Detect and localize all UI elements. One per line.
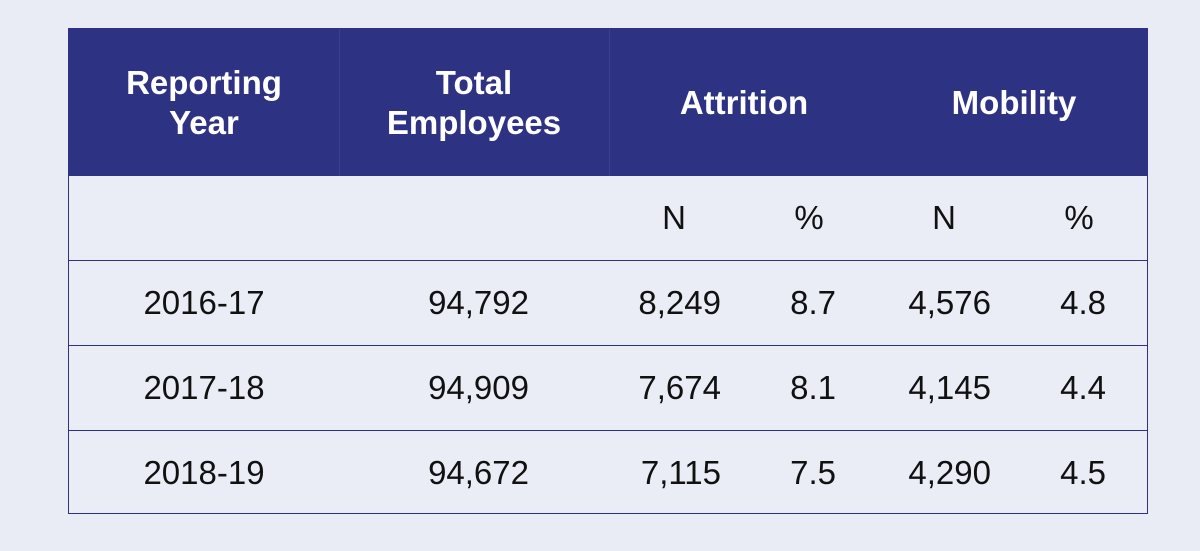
cell-attrition-n: 8,249: [638, 284, 721, 321]
subheader-attrition-n: N: [662, 199, 686, 236]
header-total-employees: Total Employees: [339, 29, 609, 176]
cell-mobility-pct: 4.4: [1060, 369, 1106, 406]
cell-attrition-n: 7,674: [638, 369, 721, 406]
cell-year: 2016-17: [143, 284, 265, 321]
table-row: 2017-18 94,909 7,674 8.1 4,145 4.4: [69, 345, 1147, 430]
table-header: Reporting Year Total Employees Attrition…: [69, 29, 1147, 176]
cell-year: 2018-19: [143, 453, 265, 491]
cell-mobility-n: 4,576: [908, 284, 991, 321]
header-mobility-label: Mobility: [951, 83, 1077, 121]
header-mobility: Mobility: [879, 29, 1149, 176]
cell-mobility-pct: 4.8: [1060, 284, 1106, 321]
cell-mobility-n: 4,290: [908, 453, 991, 491]
cell-total: 94,909: [428, 369, 529, 406]
header-reporting-year-line1: Reporting: [126, 63, 282, 101]
cell-attrition-pct: 8.1: [790, 369, 836, 406]
header-total-employees-line1: Total: [435, 63, 513, 101]
cell-year: 2017-18: [143, 369, 265, 406]
table-row: 2018-19 94,672 7,115 7.5 4,290 4.5: [69, 430, 1147, 514]
data-table: Reporting Year Total Employees Attrition…: [68, 28, 1148, 514]
header-total-employees-line2: Employees: [386, 103, 562, 141]
header-divider: [609, 29, 610, 176]
header-attrition: Attrition: [609, 29, 879, 176]
subheader-row: N % N %: [69, 176, 1147, 260]
cell-attrition-pct: 7.5: [790, 453, 836, 491]
header-reporting-year-line2: Year: [169, 103, 239, 141]
cell-total: 94,672: [428, 453, 529, 491]
cell-attrition-pct: 8.7: [790, 284, 836, 321]
cell-total: 94,792: [428, 284, 529, 321]
cell-mobility-n: 4,145: [908, 369, 991, 406]
header-reporting-year: Reporting Year: [69, 29, 339, 176]
header-divider: [339, 29, 340, 176]
table-row: 2016-17 94,792 8,249 8.7 4,576 4.8: [69, 260, 1147, 345]
subheader-mobility-pct: %: [1064, 199, 1094, 236]
subheader-mobility-n: N: [932, 199, 956, 236]
cell-mobility-pct: 4.5: [1060, 453, 1106, 491]
subheader-attrition-pct: %: [794, 199, 824, 236]
header-attrition-label: Attrition: [679, 83, 809, 121]
cell-attrition-n: 7,115: [640, 453, 721, 491]
